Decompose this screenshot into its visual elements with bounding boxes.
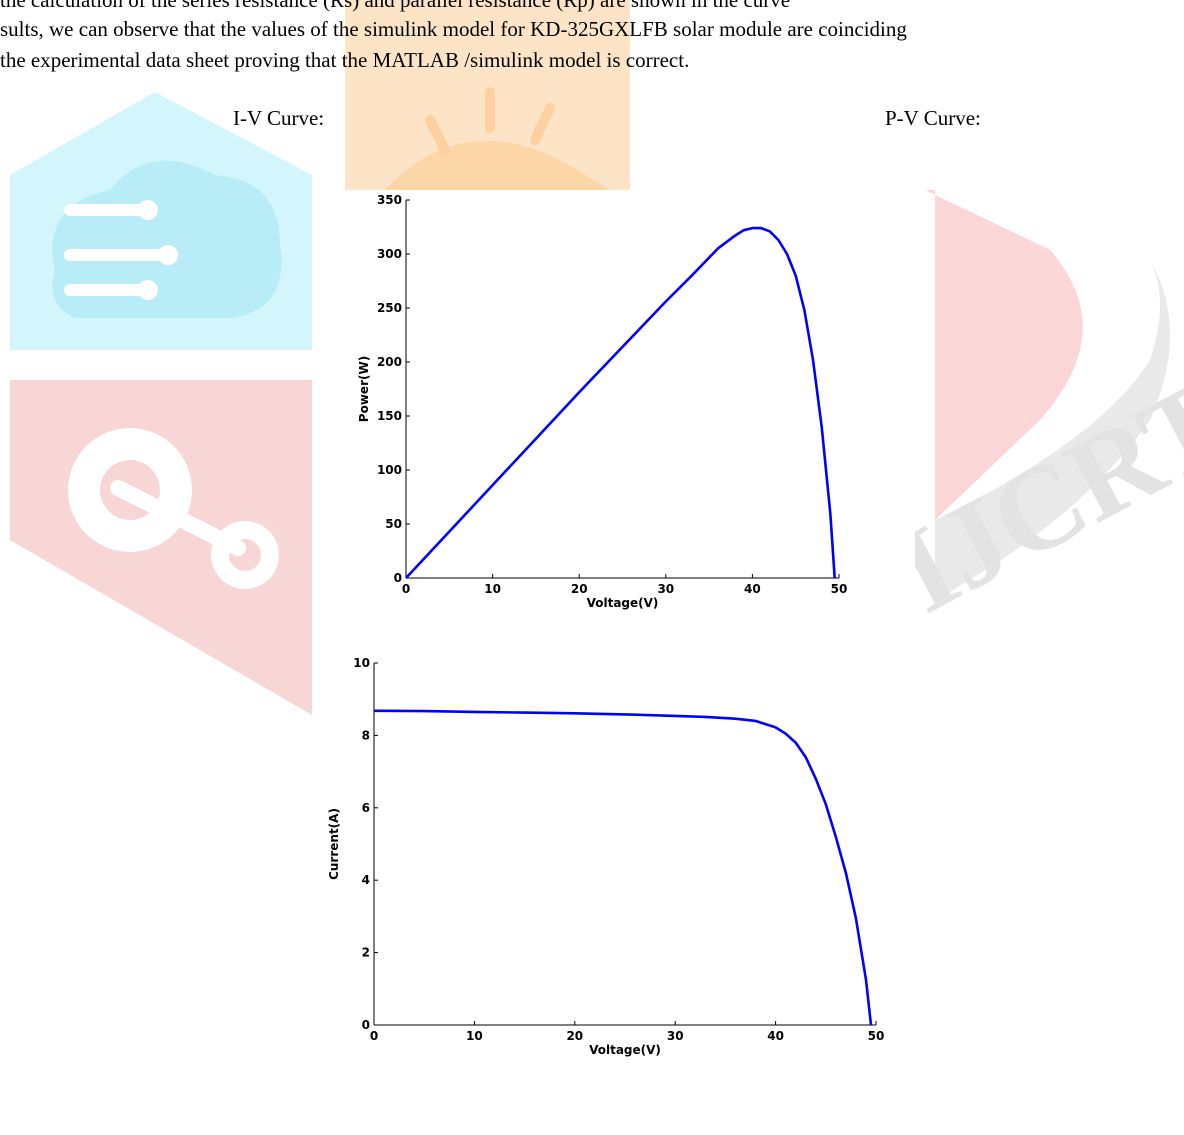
pv-y-tick-label: 350	[377, 193, 402, 207]
pv-y-axis-label: Power(W)	[357, 356, 371, 422]
body-text-line-1: sults, we can observe that the values of…	[0, 17, 907, 41]
pv-y-tick-label: 250	[377, 301, 402, 315]
iv-y-tick-label: 2	[362, 946, 370, 960]
body-text-line-2: the experimental data sheet proving that…	[0, 48, 690, 72]
iv-curve-heading: I-V Curve:	[233, 106, 325, 130]
pv-x-tick-label: 10	[484, 582, 501, 596]
pv-curve-heading: P-V Curve:	[885, 106, 981, 130]
pv-y-tick-label: 150	[377, 409, 402, 423]
pv-y-tick-label: 300	[377, 247, 402, 261]
iv-chart: 0 10 20 30 40 50 0 2 4 6 8 10 Voltage(V) Current(A)	[327, 656, 884, 1057]
iv-y-tick-label: 4	[362, 873, 370, 887]
pv-x-tick-label: 30	[657, 582, 674, 596]
iv-x-tick-label: 0	[370, 1029, 378, 1043]
iv-y-tick-label: 8	[362, 728, 370, 742]
body-text-clipped-line: the calculation of the series resistance…	[0, 0, 791, 12]
pv-series-line	[405, 226, 836, 579]
iv-x-tick-label: 20	[566, 1029, 583, 1043]
watermark-red-arc	[740, 190, 1083, 520]
iv-x-tick-label: 10	[466, 1029, 483, 1043]
iv-series-line	[373, 709, 873, 1026]
pv-y-tick-label: 0	[394, 571, 402, 585]
iv-x-tick-label: 30	[667, 1029, 684, 1043]
iv-y-tick-label: 0	[362, 1018, 370, 1032]
pv-x-tick-label: 50	[831, 582, 848, 596]
pv-x-tick-label: 40	[744, 582, 761, 596]
pv-chart: 0 10 20 30 40 50 0 50 100 150 200 250 300 350 Voltage(…	[357, 193, 848, 610]
iv-chart-container: 0 10 20 30 40 50 0 2 4 6 8 10 Voltage(V) Current(A)	[318, 648, 884, 1068]
pv-chart-container: 0 10 20 30 40 50 0 50 100 150 200 250 300 350 Voltage(…	[350, 190, 915, 625]
iv-y-tick-label: 6	[362, 801, 370, 815]
circuit-lines-icon	[64, 204, 166, 296]
pv-x-tick-label: 20	[571, 582, 588, 596]
watermark-gray-swoosh	[935, 260, 1170, 600]
iv-y-tick-label: 10	[353, 656, 370, 670]
pv-y-tick-label: 100	[377, 463, 402, 477]
pv-y-tick-label: 50	[385, 517, 402, 531]
circuit-cloud-icon	[52, 160, 282, 318]
iv-x-axis-label: Voltage(V)	[589, 1043, 661, 1057]
iv-x-tick-label: 40	[767, 1029, 784, 1043]
iv-x-tick-label: 50	[868, 1029, 884, 1043]
pv-x-axis-label: Voltage(V)	[587, 596, 659, 610]
pv-x-tick-label: 0	[402, 582, 410, 596]
pv-y-tick-label: 200	[377, 355, 402, 369]
iv-y-axis-label: Current(A)	[327, 808, 341, 880]
